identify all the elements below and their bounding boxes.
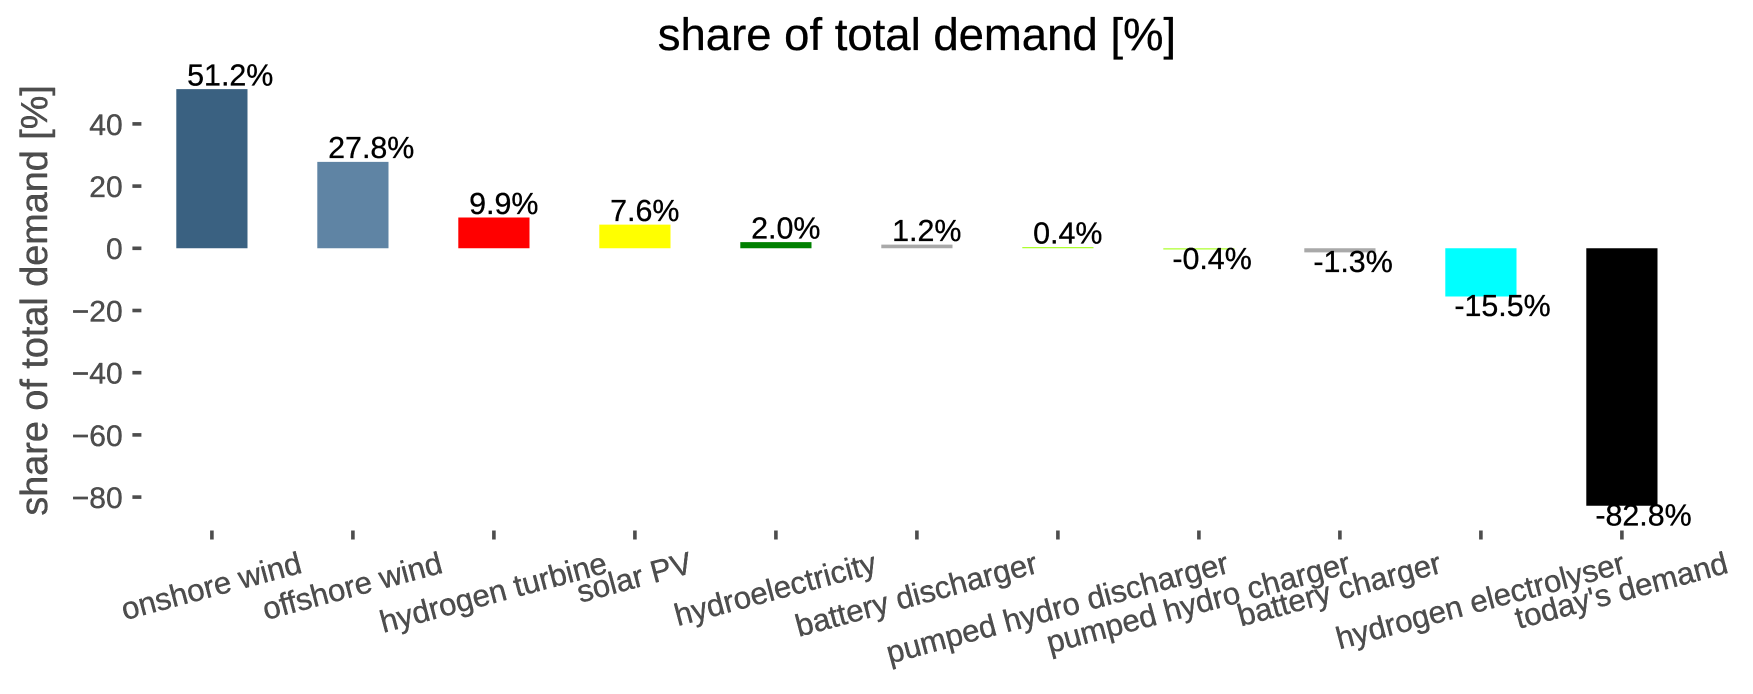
svg-text:40: 40	[89, 109, 122, 142]
svg-text:7.6%: 7.6%	[610, 194, 679, 228]
svg-text:0.4%: 0.4%	[1033, 216, 1102, 250]
svg-text:share of total demand [%]: share of total demand [%]	[14, 85, 56, 515]
svg-text:0: 0	[106, 233, 123, 266]
svg-text:−60: −60	[72, 420, 123, 453]
svg-text:-0.4%: -0.4%	[1172, 242, 1251, 276]
svg-text:51.2%: 51.2%	[187, 58, 273, 92]
svg-text:−40: −40	[72, 358, 123, 391]
svg-text:-15.5%: -15.5%	[1454, 289, 1550, 323]
svg-text:−80: −80	[72, 482, 123, 515]
svg-text:-1.3%: -1.3%	[1313, 245, 1392, 279]
svg-text:27.8%: 27.8%	[328, 131, 414, 165]
svg-text:2.0%: 2.0%	[751, 211, 820, 245]
svg-text:share of total demand [%]: share of total demand [%]	[658, 9, 1176, 60]
svg-text:1.2%: 1.2%	[892, 214, 961, 248]
svg-text:−20: −20	[72, 295, 123, 328]
svg-text:20: 20	[89, 171, 122, 204]
svg-text:9.9%: 9.9%	[469, 187, 538, 221]
svg-text:-82.8%: -82.8%	[1595, 498, 1691, 532]
